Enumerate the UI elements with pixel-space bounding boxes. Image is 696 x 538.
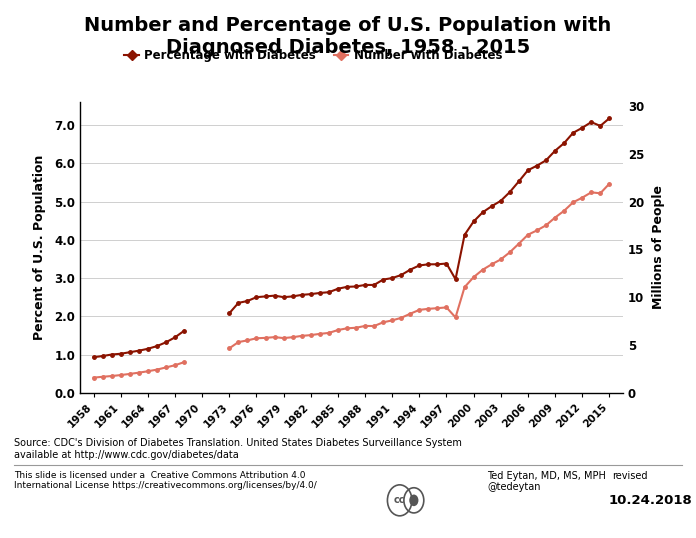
Text: Ted Eytan, MD, MS, MPH
@tedeytan: Ted Eytan, MD, MS, MPH @tedeytan: [487, 471, 606, 492]
Y-axis label: Millions of People: Millions of People: [652, 186, 665, 309]
Text: This slide is licensed under a  Creative Commons Attribution 4.0
International L: This slide is licensed under a Creative …: [14, 471, 317, 490]
Text: Source: CDC's Division of Diabetes Translation. United States Diabetes Surveilla: Source: CDC's Division of Diabetes Trans…: [14, 438, 461, 460]
Text: cc: cc: [394, 495, 406, 505]
Y-axis label: Percent of U.S. Population: Percent of U.S. Population: [33, 155, 46, 340]
Text: 10.24.2018: 10.24.2018: [609, 494, 693, 507]
Legend: Percentage with Diabetes, Number with Diabetes: Percentage with Diabetes, Number with Di…: [120, 44, 507, 67]
Text: Number and Percentage of U.S. Population with
Diagnosed Diabetes, 1958 - 2015: Number and Percentage of U.S. Population…: [84, 16, 612, 57]
Text: revised: revised: [612, 471, 648, 481]
Circle shape: [409, 494, 418, 506]
